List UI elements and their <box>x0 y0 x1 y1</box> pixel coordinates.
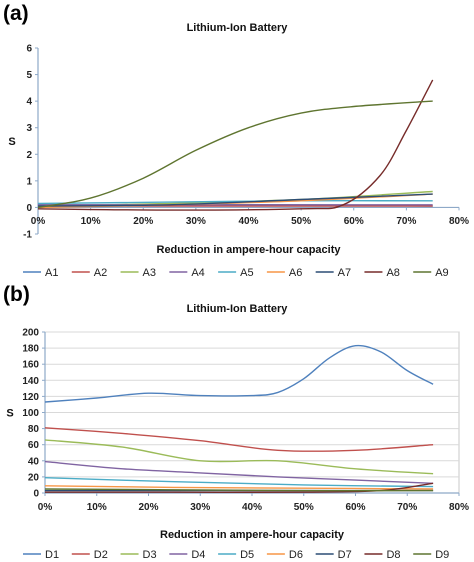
legend-item: A9 <box>435 267 448 279</box>
x-tick-label: 80% <box>449 216 469 227</box>
panel-b: (b) Lithium-Ion Battery 0 20 40 60 80 100 120 1… <box>0 281 474 562</box>
x-axis-label: Reduction in ampere-hour capacity <box>157 244 342 256</box>
x-tick-label: 0% <box>38 502 53 513</box>
legend-item: D1 <box>45 549 59 561</box>
y-axis-label: S <box>8 136 15 148</box>
y-tick-label: 4 <box>26 97 32 108</box>
x-tick-label: 70% <box>397 502 417 513</box>
legend-item: A3 <box>143 267 156 279</box>
panel-label: (b) <box>3 283 30 306</box>
x-tick-label: 0% <box>31 216 46 227</box>
y-tick-label: 3 <box>26 123 32 134</box>
y-tick-label: 5 <box>26 70 32 81</box>
x-tick-label: 50% <box>294 502 314 513</box>
x-tick-label: 20% <box>138 502 158 513</box>
y-tick-label: 120 <box>22 392 39 403</box>
y-tick-label: 140 <box>22 376 39 387</box>
legend-item: D4 <box>191 549 205 561</box>
y-tick-label: 40 <box>28 456 40 467</box>
series-line-d2 <box>44 427 434 452</box>
x-tick-label: 60% <box>344 216 364 227</box>
panel-a: (a) Lithium-Ion Battery -1 0 1 2 3 4 5 6 0% 10% 20… <box>3 2 469 280</box>
y-tick-label: 20 <box>28 472 40 483</box>
y-tick-label: 1 <box>26 176 32 187</box>
y-tick-label: 6 <box>26 44 32 55</box>
y-tick-label: 2 <box>26 150 32 161</box>
x-tick-label: 70% <box>396 216 416 227</box>
series-line-a7 <box>37 193 433 207</box>
legend-item: D2 <box>94 549 108 561</box>
x-tick-label: 30% <box>186 216 206 227</box>
legend-item: D3 <box>143 549 157 561</box>
x-tick-label: 50% <box>291 216 311 227</box>
x-tick-label: 40% <box>238 216 258 227</box>
legend-item: A7 <box>338 267 351 279</box>
y-tick-label: 180 <box>22 344 39 355</box>
y-tick-label: 160 <box>22 360 39 371</box>
x-tick-label: 30% <box>190 502 210 513</box>
series-line-d4 <box>44 460 434 484</box>
series-line-d9 <box>44 488 434 492</box>
legend-item: A8 <box>386 267 399 279</box>
y-tick-label: 0 <box>33 489 39 500</box>
legend-item: D5 <box>240 549 254 561</box>
y-tick-label: 200 <box>22 328 39 339</box>
y-tick-label: 0 <box>26 203 32 214</box>
line-chart-b: 0 20 40 60 80 100 120 140 160 180 200 0% 10% 20% 30% 40… <box>6 328 469 562</box>
y-tick-label: 80 <box>28 424 40 435</box>
y-tick-label: -1 <box>23 230 32 241</box>
series-line-a9 <box>37 100 433 209</box>
legend-item: D7 <box>338 549 352 561</box>
x-tick-label: 80% <box>449 502 469 513</box>
legend-item: D9 <box>435 549 449 561</box>
series-line-d6 <box>44 485 434 490</box>
x-tick-label: 10% <box>81 216 101 227</box>
y-tick-label: 60 <box>28 440 40 451</box>
x-axis-label: Reduction in ampere-hour capacity <box>160 529 345 541</box>
legend-item: D6 <box>289 549 303 561</box>
series-line-d5 <box>44 477 434 488</box>
x-tick-label: 20% <box>133 216 153 227</box>
legend-item: A5 <box>240 267 253 279</box>
panel-label: (a) <box>3 2 29 25</box>
chart-title: Lithium-Ion Battery <box>186 22 288 34</box>
x-tick-label: 60% <box>345 502 365 513</box>
legend-item: D8 <box>386 549 400 561</box>
x-tick-label: 10% <box>87 502 107 513</box>
legend-item: A2 <box>94 267 107 279</box>
y-tick-label: 100 <box>22 408 39 419</box>
y-axis-label: S <box>6 408 13 420</box>
series-line-d3 <box>44 439 434 475</box>
legend-item: A1 <box>45 267 58 279</box>
x-tick-label: 40% <box>242 502 262 513</box>
legend-item: A4 <box>191 267 204 279</box>
series-line-d1 <box>44 344 434 403</box>
chart-title: Lithium-Ion Battery <box>186 303 288 315</box>
legend-item: A6 <box>289 267 302 279</box>
series-line-a8 <box>37 79 434 211</box>
series-line-a5 <box>37 200 433 205</box>
